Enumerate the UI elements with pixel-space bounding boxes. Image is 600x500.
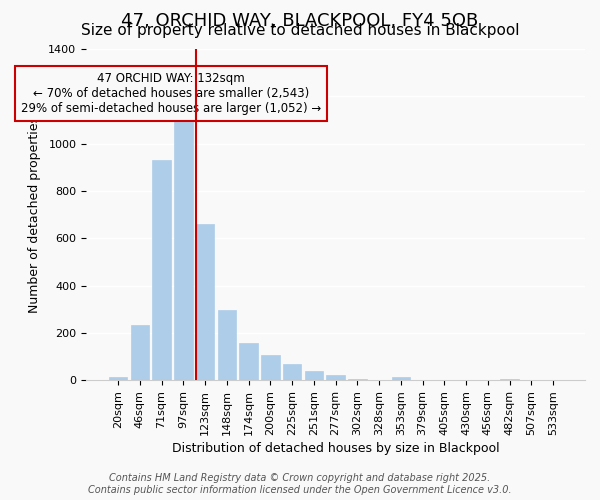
Text: Contains HM Land Registry data © Crown copyright and database right 2025.
Contai: Contains HM Land Registry data © Crown c… <box>88 474 512 495</box>
Bar <box>348 379 367 380</box>
Bar <box>109 376 127 380</box>
Text: Size of property relative to detached houses in Blackpool: Size of property relative to detached ho… <box>81 22 519 38</box>
Bar <box>239 343 258 380</box>
Text: 47 ORCHID WAY: 132sqm
← 70% of detached houses are smaller (2,543)
29% of semi-d: 47 ORCHID WAY: 132sqm ← 70% of detached … <box>21 72 321 115</box>
Bar <box>500 379 519 380</box>
Text: 47, ORCHID WAY, BLACKPOOL, FY4 5QB: 47, ORCHID WAY, BLACKPOOL, FY4 5QB <box>121 12 479 30</box>
X-axis label: Distribution of detached houses by size in Blackpool: Distribution of detached houses by size … <box>172 442 499 455</box>
Bar <box>305 370 323 380</box>
Y-axis label: Number of detached properties: Number of detached properties <box>28 116 41 313</box>
Bar <box>174 118 193 380</box>
Bar <box>218 310 236 380</box>
Bar <box>196 224 214 380</box>
Bar <box>392 376 410 380</box>
Bar <box>152 160 171 380</box>
Bar <box>326 376 345 380</box>
Bar <box>261 354 280 380</box>
Bar <box>131 324 149 380</box>
Bar <box>283 364 301 380</box>
